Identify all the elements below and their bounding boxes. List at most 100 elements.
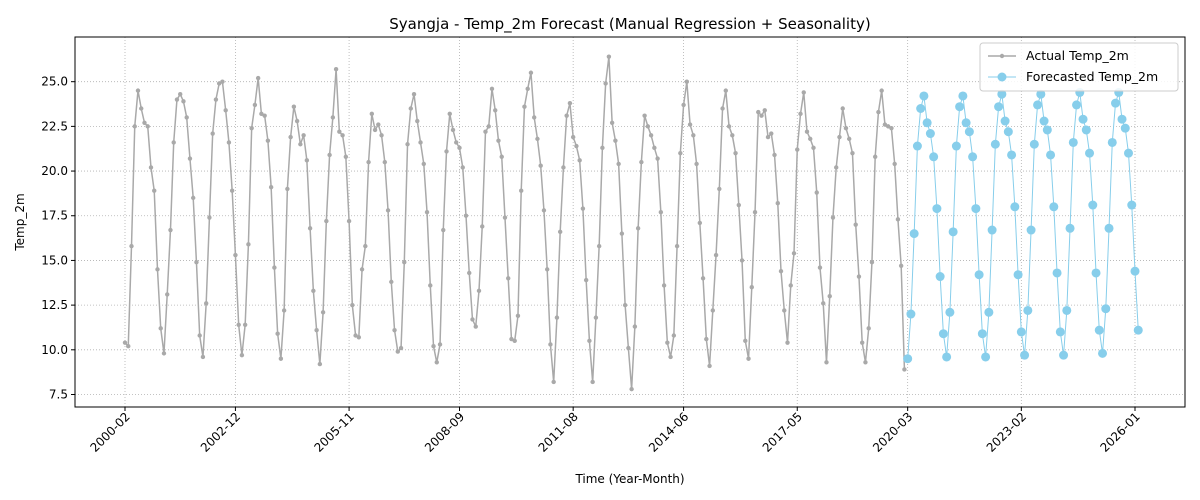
actual-data-point [311, 288, 316, 294]
actual-data-point [570, 134, 576, 140]
actual-data-point [278, 356, 284, 361]
forecast-data-point [942, 352, 952, 362]
forecast-data-point [1000, 116, 1010, 126]
actual-data-point [587, 338, 592, 344]
actual-data-point [593, 315, 599, 320]
legend-forecast-marker [997, 72, 1007, 82]
actual-data-point [275, 331, 280, 336]
x-tick-label: 2026-01 [1097, 410, 1142, 455]
forecast-data-point [916, 104, 926, 113]
y-tick-label: 17.5 [41, 209, 68, 223]
actual-data-point [665, 340, 670, 345]
forecast-data-point [1120, 123, 1130, 133]
actual-data-point [502, 215, 508, 220]
actual-data-point [369, 111, 375, 117]
forecast-data-point [964, 127, 974, 137]
actual-data-point [674, 243, 680, 249]
actual-data-point [197, 333, 202, 338]
actual-data-point [213, 97, 219, 102]
actual-data-point [541, 208, 547, 213]
actual-data-point [178, 92, 183, 97]
forecast-data-point [1124, 148, 1133, 158]
actual-data-point [817, 265, 823, 270]
actual-data-point [333, 66, 339, 72]
actual-data-point [684, 79, 690, 84]
actual-data-point [444, 149, 449, 154]
actual-data-point [801, 90, 806, 95]
actual-data-point [515, 313, 521, 319]
forecast-data-point [929, 152, 939, 162]
actual-data-point [798, 111, 803, 117]
actual-data-point [642, 113, 647, 118]
actual-data-point [265, 138, 271, 143]
forecast-data-point [958, 91, 968, 101]
forecast-data-point [1068, 137, 1078, 147]
actual-data-point [372, 127, 378, 133]
actual-data-point [314, 327, 319, 333]
actual-data-point [639, 159, 644, 165]
forecast-data-point [919, 91, 929, 101]
actual-data-point [600, 145, 605, 151]
actual-data-point [561, 165, 566, 170]
forecast-data-point [1023, 305, 1033, 315]
actual-data-point [200, 354, 206, 360]
actual-data-point [447, 111, 452, 117]
forecast-data-point [984, 307, 994, 317]
actual-data-point [402, 260, 407, 265]
actual-data-point [775, 201, 780, 206]
forecast-data-point [1117, 114, 1127, 124]
actual-data-point [554, 315, 560, 320]
actual-data-point [281, 308, 287, 313]
forecast-data-point [909, 229, 919, 239]
y-tick-label: 25.0 [41, 75, 68, 89]
actual-data-point [860, 340, 865, 345]
actual-data-point [749, 285, 754, 290]
actual-data-point [808, 136, 813, 142]
actual-data-point [346, 218, 352, 224]
forecast-data-point [990, 139, 1000, 149]
actual-data-point [658, 209, 664, 215]
actual-data-point [499, 154, 504, 159]
actual-data-point [590, 379, 595, 385]
actual-data-point [229, 188, 235, 193]
actual-data-point [148, 165, 154, 170]
actual-data-point [454, 140, 459, 145]
forecast-data-point [1094, 325, 1104, 335]
actual-data-point [291, 104, 297, 109]
actual-data-point [246, 242, 251, 247]
actual-data-point [687, 122, 693, 127]
actual-data-point [730, 133, 735, 138]
actual-data-point [759, 113, 764, 118]
actual-data-point [239, 352, 245, 358]
x-tick-label: 2014-06 [646, 410, 691, 455]
forecast-data-point [912, 141, 922, 151]
actual-data-point [652, 145, 657, 151]
forecast-data-point [971, 204, 981, 214]
forecast-data-point [922, 118, 932, 128]
forecast-data-point [906, 309, 916, 319]
actual-data-point [389, 279, 394, 285]
actual-data-point [242, 322, 248, 327]
actual-data-point [746, 356, 751, 361]
x-tick-label: 2008-09 [422, 410, 467, 455]
actual-data-point [782, 308, 787, 313]
forecast-data-point [1065, 223, 1075, 233]
actual-data-point [733, 150, 738, 156]
forecast-data-point [945, 307, 955, 317]
forecast-data-point [1127, 200, 1137, 210]
x-tick-label: 2017-05 [760, 410, 805, 455]
actual-data-point [168, 227, 173, 233]
actual-data-point [739, 258, 745, 263]
actual-data-point [210, 131, 215, 136]
forecast-data-point [1130, 266, 1140, 276]
actual-data-point [824, 360, 829, 365]
forecast-data-point [977, 329, 987, 339]
actual-data-point [424, 209, 430, 215]
actual-data-point [902, 367, 907, 372]
legend-actual-label: Actual Temp_2m [1026, 48, 1129, 63]
actual-data-point [431, 344, 436, 349]
actual-data-point [532, 115, 537, 120]
actual-data-point [405, 142, 410, 147]
actual-data-point [437, 342, 443, 347]
